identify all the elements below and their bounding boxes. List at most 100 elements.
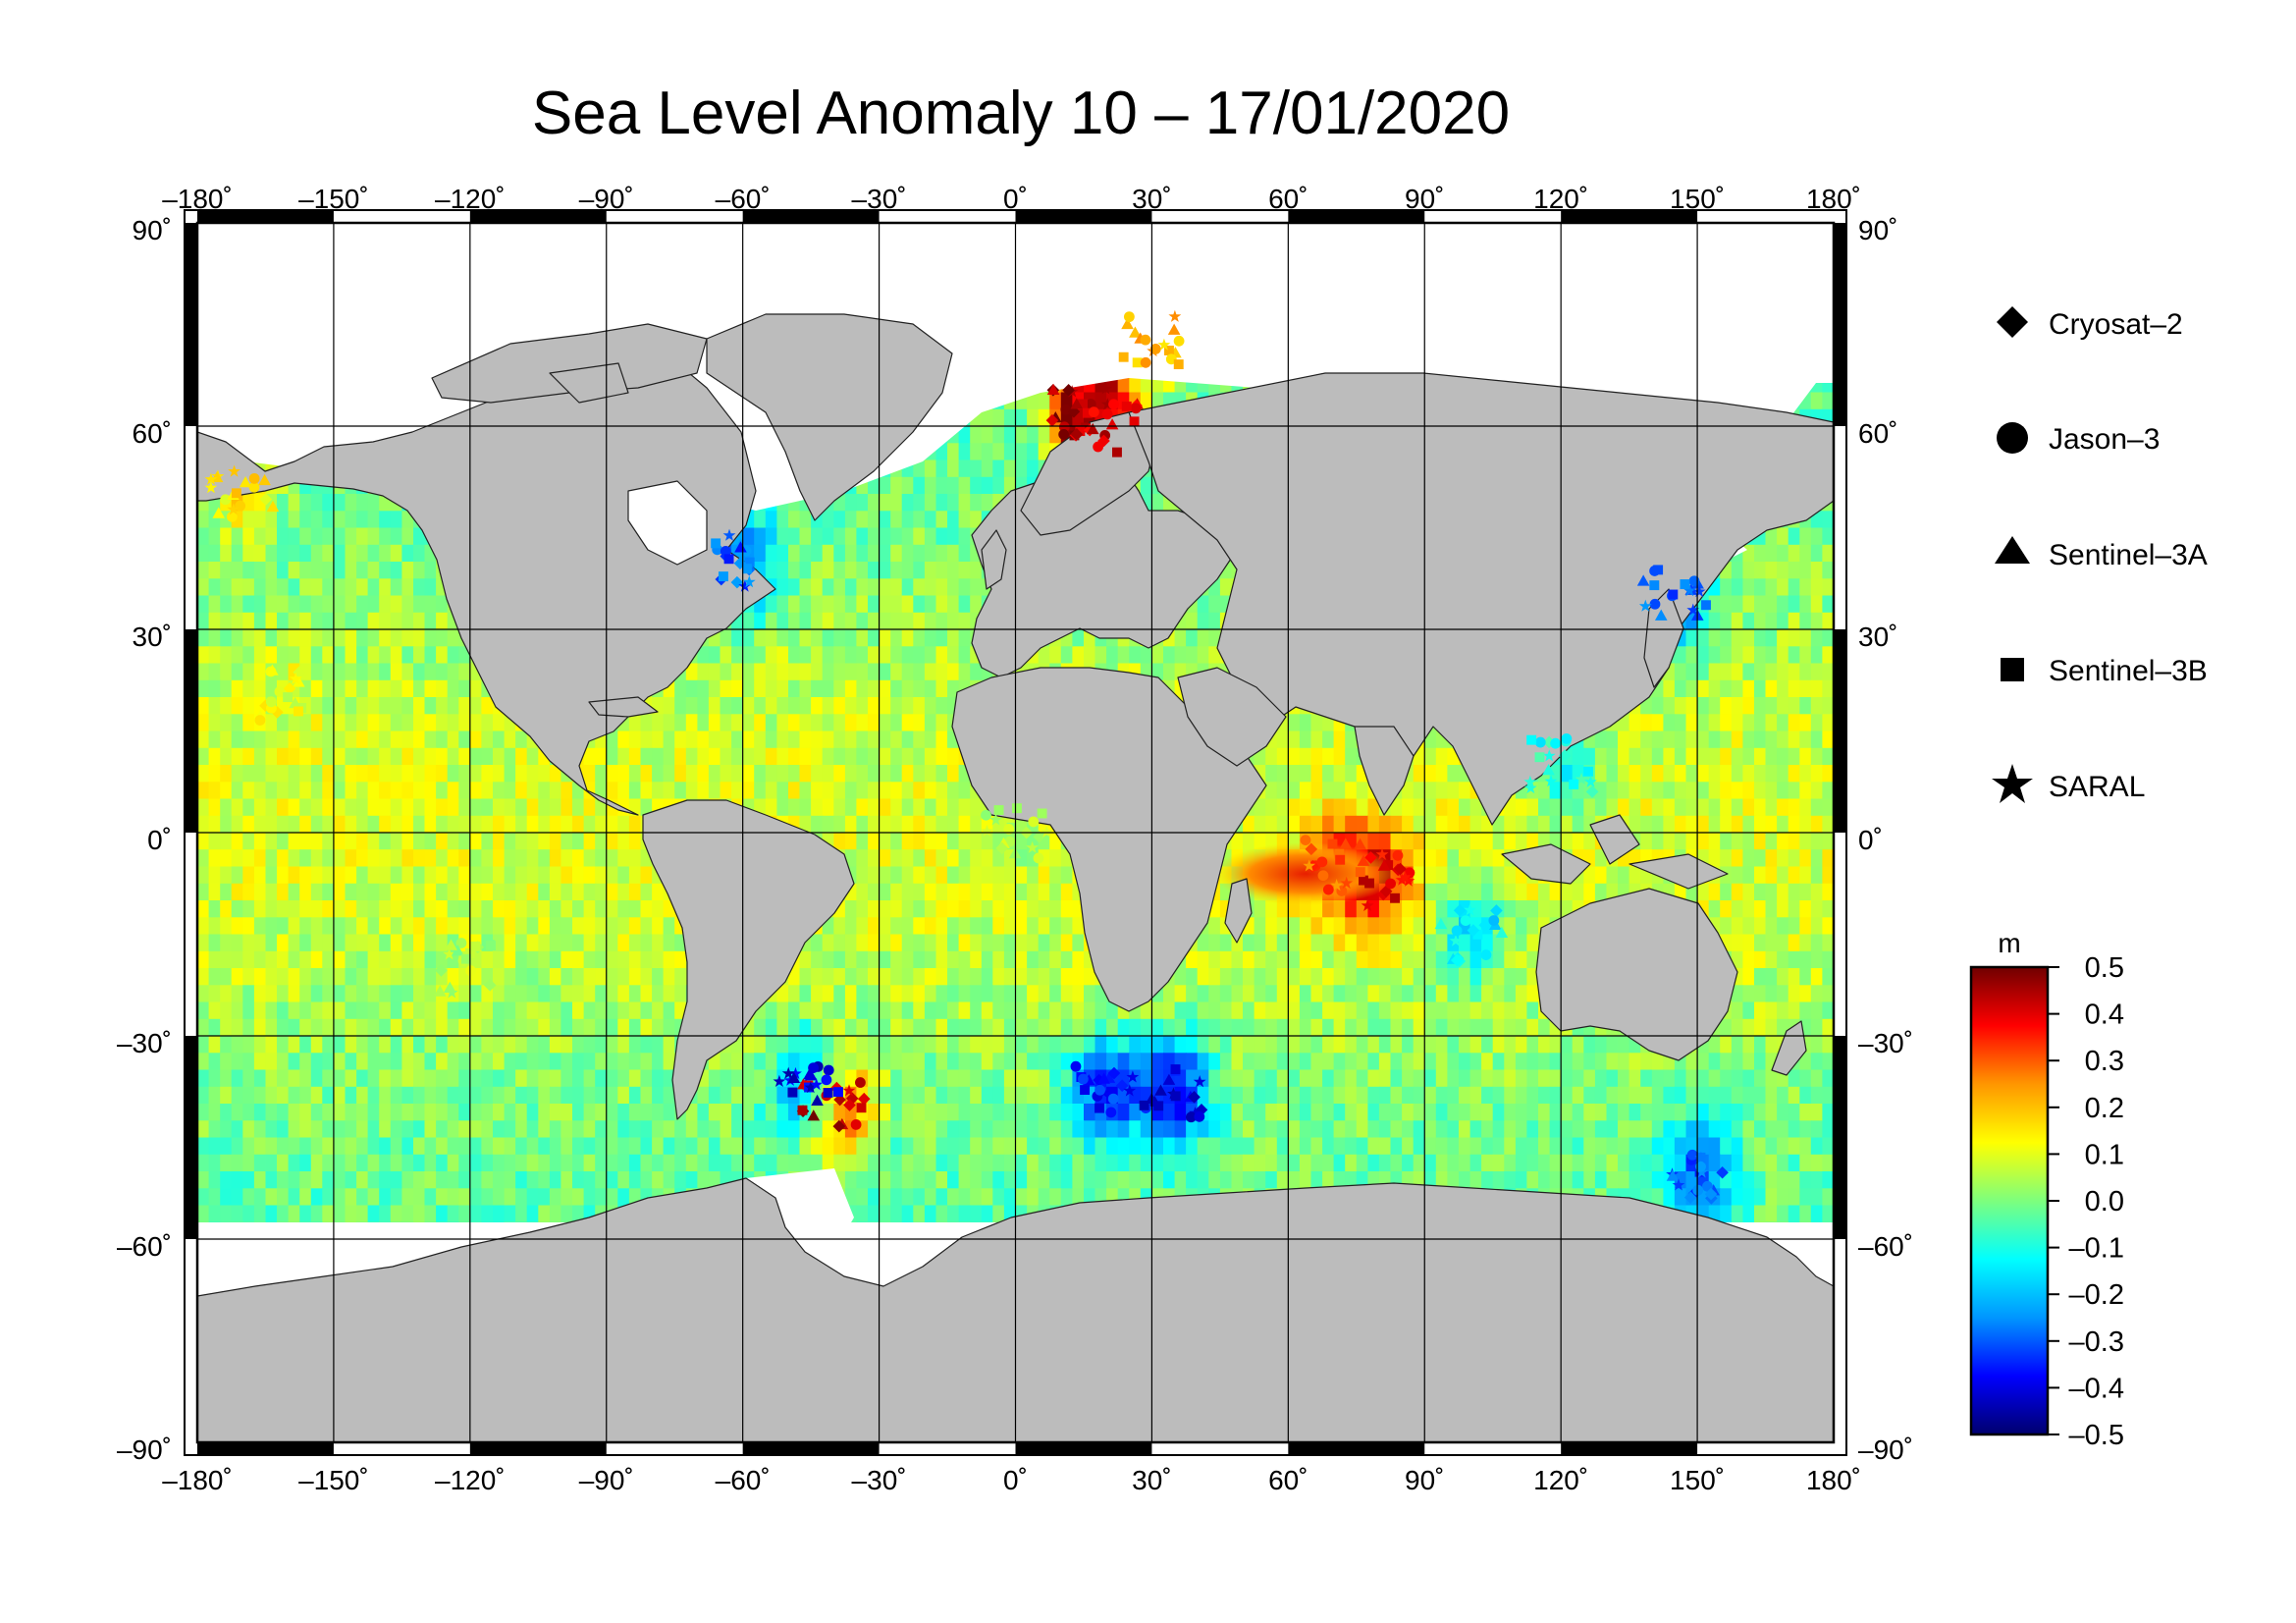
sla-cell: [1515, 833, 1528, 850]
sla-cell: [561, 866, 573, 885]
map-plot-area: [197, 223, 1834, 1442]
sla-cell: [458, 714, 471, 732]
sla-cell: [1720, 663, 1733, 681]
sla-cell: [970, 511, 983, 529]
sla-cell: [526, 765, 539, 783]
sla-cell: [754, 714, 767, 732]
sla-cell: [390, 697, 402, 715]
sla-cell: [799, 612, 812, 630]
sla-cell: [697, 663, 710, 681]
sla-cell: [844, 494, 858, 512]
sla-cell: [299, 714, 312, 732]
sla-cell: [390, 714, 402, 732]
sla-cell: [788, 562, 801, 579]
sla-cell: [935, 798, 948, 817]
sla-cell: [401, 562, 414, 579]
sla-cell: [924, 460, 937, 478]
sla-cell: [1345, 730, 1358, 749]
sla-cell: [390, 612, 402, 630]
sla-cell: [515, 730, 528, 749]
sla-cell: [1003, 443, 1017, 461]
sla-cell: [526, 833, 539, 850]
sla-cell: [992, 866, 1005, 885]
sla-cell: [242, 730, 255, 749]
sla-cell: [265, 866, 278, 885]
sla-cell: [458, 849, 471, 868]
sla-cell: [242, 782, 255, 800]
sla-cell: [811, 663, 824, 681]
sla-cell: [1038, 392, 1050, 410]
sla-cell: [844, 730, 858, 749]
sla-cell: [822, 612, 834, 630]
sla-cell: [401, 833, 414, 850]
sla-cell: [310, 679, 323, 698]
sla-cell: [822, 595, 834, 614]
sla-cell: [970, 663, 983, 681]
sla-cell: [1822, 798, 1834, 817]
sla-cell: [1038, 408, 1050, 427]
sla-cell: [617, 866, 630, 885]
sla-cell: [424, 747, 437, 766]
sla-cell: [913, 511, 926, 529]
sla-cell: [868, 833, 881, 850]
sla-cell: [913, 612, 926, 630]
sla-cell: [970, 866, 983, 885]
sla-cell: [924, 747, 937, 766]
sla-cell: [549, 849, 562, 868]
sla-cell: [924, 697, 937, 715]
sla-cell: [265, 765, 278, 783]
sla-cell: [367, 544, 380, 563]
sla-cell: [935, 494, 948, 512]
sla-cell: [1788, 562, 1800, 579]
sla-cell: [413, 663, 426, 681]
sla-cell: [1810, 765, 1823, 783]
sla-cell: [345, 646, 357, 665]
sla-cell: [742, 679, 755, 698]
sla-cell: [515, 782, 528, 800]
sla-cell: [1708, 612, 1721, 630]
sla-cell: [1481, 833, 1494, 850]
sla-cell: [1799, 646, 1812, 665]
sla-cell: [1685, 765, 1698, 783]
sla-cell: [1322, 730, 1335, 749]
sla-cell: [1084, 646, 1096, 665]
sla-cell: [345, 629, 357, 647]
sla-cell: [390, 595, 402, 614]
sla-cell: [299, 595, 312, 614]
sla-cell: [776, 629, 789, 647]
sla-cell: [1618, 747, 1630, 766]
sla-cell: [890, 798, 903, 817]
sla-cell: [197, 646, 210, 665]
sla-cell: [447, 765, 459, 783]
sla-cell: [220, 562, 233, 579]
sla-cell: [913, 849, 926, 868]
sla-cell: [231, 595, 243, 614]
sla-cell: [288, 494, 300, 512]
sla-cell: [606, 730, 618, 749]
sla-cell: [469, 798, 482, 817]
sla-cell: [617, 849, 630, 868]
sla-cell: [310, 646, 323, 665]
sla-cell: [265, 578, 278, 597]
sla-cell: [924, 782, 937, 800]
sla-cell: [1299, 765, 1312, 783]
sla-cell: [1788, 544, 1800, 563]
sla-cell: [197, 849, 210, 868]
sla-cell: [868, 679, 881, 698]
sla-cell: [890, 697, 903, 715]
sla-cell: [401, 679, 414, 698]
sla-cell: [265, 815, 278, 834]
sla-cell: [1765, 562, 1778, 579]
sla-cell: [1572, 747, 1584, 766]
sla-cell: [379, 730, 392, 749]
sla-cell: [970, 562, 983, 579]
sla-cell: [356, 714, 369, 732]
sla-cell: [1095, 392, 1107, 410]
sla-cell: [458, 815, 471, 834]
sla-cell: [856, 833, 869, 850]
sla-cell: [788, 730, 801, 749]
sla-cell: [879, 697, 891, 715]
sla-cell: [322, 544, 335, 563]
sla-cell: [913, 663, 926, 681]
sla-cell: [277, 663, 290, 681]
